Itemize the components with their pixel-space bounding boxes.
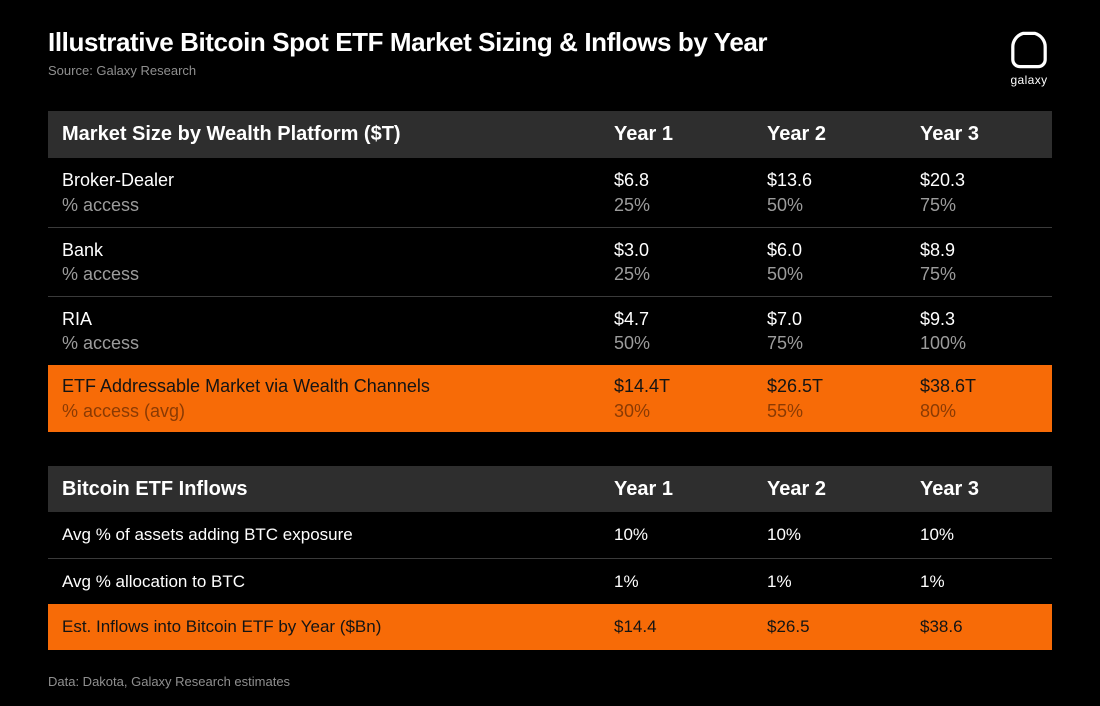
cell-value: $8.9 (920, 239, 956, 260)
title-block: Illustrative Bitcoin Spot ETF Market Siz… (48, 27, 768, 78)
cell-subvalue: 100% (920, 333, 967, 353)
table-row-etf-addressable-market: ETF Addressable Market via Wealth Channe… (48, 365, 1052, 432)
cell-subvalue: 80% (920, 400, 957, 421)
row-label: Bank (62, 239, 104, 260)
cell-value: 1% (767, 571, 792, 591)
title-bar: Illustrative Bitcoin Spot ETF Market Siz… (48, 0, 1052, 87)
cell-value: $38.6T (920, 376, 977, 396)
cell-value: 1% (920, 571, 945, 591)
column-header-year3: Year 3 (920, 477, 979, 500)
table-title: Bitcoin ETF Inflows (62, 477, 248, 500)
column-header-year2: Year 2 (767, 477, 826, 500)
row-label: Avg % of assets adding BTC exposure (62, 525, 353, 545)
table-row-broker-dealer: Broker-Dealer % access $6.8 25% $13.6 50% … (48, 158, 1052, 227)
cell-value: $26.5T (767, 376, 824, 396)
column-header-year2: Year 2 (767, 123, 826, 145)
cell-value: $6.0 (767, 239, 803, 260)
data-footnote: Data: Dakota, Galaxy Research estimates (48, 674, 291, 689)
cell-value: $3.0 (614, 239, 650, 260)
cell-subvalue: 25% (614, 264, 651, 284)
column-header-year3: Year 3 (920, 123, 979, 145)
table-title: Market Size by Wealth Platform ($T) (62, 123, 401, 145)
cell-value: $26.5 (767, 617, 810, 637)
page: Illustrative Bitcoin Spot ETF Market Siz… (48, 0, 1052, 689)
column-header-year1: Year 1 (614, 477, 673, 500)
cell-subvalue: 55% (767, 400, 804, 421)
column-header-year1: Year 1 (614, 123, 673, 145)
cell-value: $13.6 (767, 170, 813, 190)
cell-value: $14.4T (614, 376, 671, 396)
cell-subvalue: 50% (767, 264, 804, 284)
cell-subvalue: 75% (920, 264, 957, 284)
row-label: ETF Addressable Market via Wealth Channe… (62, 376, 430, 396)
cell-subvalue: 50% (614, 333, 651, 353)
row-label: Avg % allocation to BTC (62, 571, 245, 591)
table-row-bank: Bank % access $3.0 25% $6.0 50% $8.9 75% (48, 227, 1052, 296)
row-sublabel: % access (62, 333, 140, 353)
table-row-ria: RIA % access $4.7 50% $7.0 75% $9.3 100% (48, 296, 1052, 365)
row-label: Broker-Dealer (62, 170, 175, 190)
cell-value: 10% (920, 525, 955, 545)
page-title: Illustrative Bitcoin Spot ETF Market Siz… (48, 27, 768, 57)
cell-value: $20.3 (920, 170, 966, 190)
table-row-btc-exposure: Avg % of assets adding BTC exposure 10% … (48, 512, 1052, 558)
row-sublabel: % access (avg) (62, 400, 186, 421)
table-row-estimated-inflows: Est. Inflows into Bitcoin ETF by Year ($… (48, 604, 1052, 650)
row-sublabel: % access (62, 194, 140, 215)
market-size-table-header: Market Size by Wealth Platform ($T) Year… (48, 111, 1052, 158)
cell-subvalue: 75% (767, 333, 804, 353)
row-label: RIA (62, 308, 93, 329)
brand-wordmark: galaxy (1010, 73, 1048, 87)
cell-subvalue: 50% (767, 194, 804, 215)
cell-value: $6.8 (614, 170, 650, 190)
cell-value: $38.6 (920, 617, 963, 637)
brand-logo: galaxy (1008, 30, 1050, 87)
cell-value: $4.7 (614, 308, 650, 329)
cell-value: $7.0 (767, 308, 803, 329)
cell-subvalue: 30% (614, 400, 651, 421)
cell-subvalue: 75% (920, 194, 957, 215)
row-label: Est. Inflows into Bitcoin ETF by Year ($… (62, 617, 382, 637)
market-size-table: Market Size by Wealth Platform ($T) Year… (48, 111, 1052, 432)
cell-value: $14.4 (614, 617, 657, 637)
cell-value: 10% (767, 525, 802, 545)
table-row-btc-allocation: Avg % allocation to BTC 1% 1% 1% (48, 558, 1052, 604)
cell-value: $9.3 (920, 308, 956, 329)
row-sublabel: % access (62, 264, 140, 284)
cell-value: 1% (614, 571, 639, 591)
bitcoin-etf-inflows-table: Bitcoin ETF Inflows Year 1 Year 2 Year 3… (48, 466, 1052, 650)
inflows-table-header: Bitcoin ETF Inflows Year 1 Year 2 Year 3 (48, 466, 1052, 512)
cell-value: 10% (614, 525, 649, 545)
cell-subvalue: 25% (614, 194, 651, 215)
galaxy-helmet-icon (1008, 30, 1050, 70)
source-caption: Source: Galaxy Research (48, 62, 197, 78)
